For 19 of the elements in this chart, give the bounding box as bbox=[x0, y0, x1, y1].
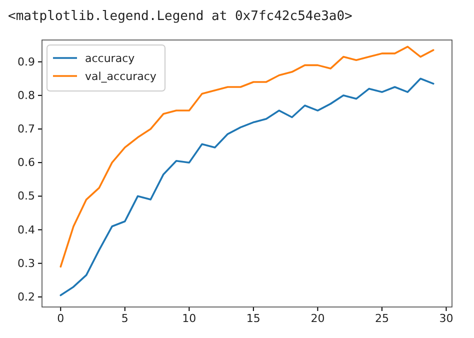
legend-label: accuracy bbox=[85, 52, 136, 65]
x-tick-label: 10 bbox=[182, 312, 196, 325]
y-tick-label: 0.8 bbox=[18, 88, 35, 102]
y-tick-label: 0.9 bbox=[18, 55, 35, 68]
y-tick-label: 0.3 bbox=[18, 256, 35, 270]
x-tick-label: 30 bbox=[439, 312, 454, 325]
x-tick-label: 0 bbox=[57, 312, 64, 325]
legend-label: val_accuracy bbox=[85, 70, 157, 83]
y-tick-label: 0.2 bbox=[18, 290, 35, 304]
x-tick-label: 25 bbox=[374, 312, 389, 325]
x-tick-label: 5 bbox=[121, 312, 128, 325]
y-tick-label: 0.5 bbox=[18, 190, 35, 203]
y-tick-label: 0.6 bbox=[18, 156, 35, 170]
text: <matplotlib.legend.Legend at 0x7fc42c54e3a0> bbox=[8, 9, 353, 24]
y-tick-label: 0.4 bbox=[18, 223, 35, 236]
line-series bbox=[60, 46, 434, 268]
x-tick-label: 20 bbox=[310, 312, 325, 325]
x-tick-label: 15 bbox=[246, 312, 260, 325]
y-tick-label: 0.7 bbox=[18, 122, 35, 136]
